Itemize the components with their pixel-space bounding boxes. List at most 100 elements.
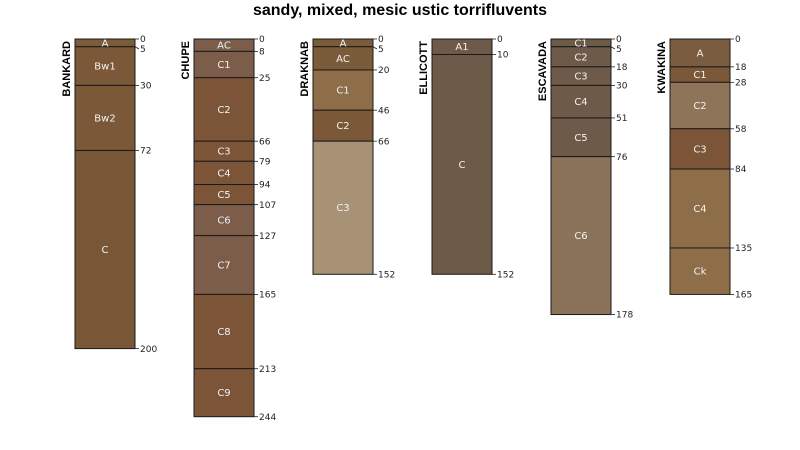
depth-label: 20 bbox=[378, 66, 390, 76]
horizon-label: C1 bbox=[693, 70, 706, 81]
series-name: CHUPE bbox=[180, 41, 192, 80]
horizon-c8 bbox=[193, 293, 255, 370]
depth-label: 94 bbox=[259, 181, 271, 191]
depth-tick bbox=[610, 46, 616, 50]
depth-label: 5 bbox=[616, 45, 622, 55]
horizon-c bbox=[74, 149, 136, 350]
series-name: DRAKNAB bbox=[299, 41, 311, 97]
horizon-label: C3 bbox=[217, 147, 230, 158]
horizon-label: C2 bbox=[336, 121, 349, 132]
depth-label: 244 bbox=[259, 413, 276, 423]
horizon-label: C2 bbox=[693, 101, 706, 112]
series-name: BANKARD bbox=[61, 41, 73, 97]
horizon-label: C4 bbox=[693, 204, 706, 215]
horizon-bw1 bbox=[74, 46, 136, 86]
profile-ellicott: A1 C 0 10 152 ELLICOTT bbox=[418, 35, 514, 280]
depth-label: 0 bbox=[497, 35, 503, 45]
depth-label: 58 bbox=[735, 125, 747, 135]
depth-label: 152 bbox=[378, 270, 395, 280]
depth-label: 0 bbox=[378, 35, 384, 45]
horizon-c2 bbox=[193, 77, 255, 142]
depth-label: 165 bbox=[735, 291, 752, 301]
horizon-label: C3 bbox=[336, 203, 349, 214]
horizon-label: C9 bbox=[217, 388, 230, 399]
horizon-label: C1 bbox=[336, 86, 349, 97]
horizon-label: A bbox=[340, 38, 347, 49]
horizon-c3 bbox=[669, 128, 731, 170]
depth-label: 200 bbox=[140, 345, 157, 355]
depth-label: 30 bbox=[616, 82, 628, 92]
depth-label: 165 bbox=[259, 291, 276, 301]
depth-label: 213 bbox=[259, 365, 276, 375]
depth-label: 5 bbox=[378, 45, 384, 55]
depth-label: 127 bbox=[259, 232, 276, 242]
horizon-label: C5 bbox=[217, 190, 230, 201]
depth-label: 18 bbox=[616, 63, 628, 73]
series-name: ELLICOTT bbox=[418, 41, 430, 95]
profile-escavada: C1 C2 C3 C4 C5 C6 05 18 30 51 76 178 ESCAVADA bbox=[537, 35, 633, 321]
depth-label: 84 bbox=[735, 165, 747, 175]
depth-label: 66 bbox=[378, 137, 390, 147]
depth-label: 72 bbox=[140, 147, 151, 157]
horizon-c1 bbox=[312, 69, 374, 111]
depth-label: 178 bbox=[616, 311, 633, 321]
depth-label: 5 bbox=[140, 45, 146, 55]
depth-label: 0 bbox=[259, 35, 265, 45]
depth-label: 25 bbox=[259, 74, 270, 84]
horizon-c6 bbox=[550, 156, 612, 316]
horizon-c5 bbox=[550, 117, 612, 158]
depth-label: 0 bbox=[735, 35, 741, 45]
profile-kwakina: A C1 C2 C3 C4 Ck 0 18 28 58 84 135 165 KWAKINA bbox=[656, 35, 752, 300]
horizon-label: C6 bbox=[217, 216, 230, 227]
depth-label: 46 bbox=[378, 106, 390, 116]
horizon-c7 bbox=[193, 235, 255, 295]
horizon-c9 bbox=[193, 368, 255, 418]
depth-label: 10 bbox=[497, 51, 509, 61]
depth-label: 30 bbox=[140, 82, 152, 92]
horizon-label: C4 bbox=[217, 168, 230, 179]
horizon-label: A bbox=[102, 38, 109, 49]
horizon-label: Ck bbox=[694, 267, 707, 278]
horizon-label: A1 bbox=[455, 42, 468, 53]
horizon-label: C bbox=[102, 245, 109, 256]
horizon-label: AC bbox=[217, 41, 231, 52]
horizon-a bbox=[669, 38, 731, 68]
horizon-label: C8 bbox=[217, 327, 230, 338]
horizon-label: C2 bbox=[217, 105, 230, 116]
series-name: KWAKINA bbox=[656, 41, 668, 94]
horizon-label: C1 bbox=[217, 60, 230, 71]
profile-bankard: A Bw1 Bw2 C 05 30 72 200 BANKARD bbox=[61, 35, 157, 355]
horizon-label: C1 bbox=[574, 38, 587, 49]
horizon-c1 bbox=[193, 50, 255, 79]
depth-label: 28 bbox=[735, 79, 747, 89]
series-name: ESCAVADA bbox=[537, 41, 549, 101]
horizon-label: C2 bbox=[574, 52, 587, 63]
depth-label: 0 bbox=[616, 35, 622, 45]
horizon-label: Bw2 bbox=[94, 113, 115, 124]
horizon-label: Bw1 bbox=[94, 62, 115, 73]
depth-tick bbox=[134, 46, 140, 50]
depth-label: 76 bbox=[616, 153, 628, 163]
depth-label: 152 bbox=[497, 270, 514, 280]
horizon-label: AC bbox=[336, 54, 350, 65]
depth-label: 18 bbox=[735, 63, 747, 73]
depth-label: 79 bbox=[259, 157, 271, 167]
horizon-c2 bbox=[312, 109, 374, 142]
horizon-c4 bbox=[669, 168, 731, 249]
depth-label: 135 bbox=[735, 244, 752, 254]
depth-tick bbox=[372, 46, 378, 50]
depth-label: 107 bbox=[259, 201, 276, 211]
depth-label: 66 bbox=[259, 137, 271, 147]
horizon-c3 bbox=[312, 140, 374, 275]
horizon-label: C7 bbox=[217, 261, 230, 272]
horizon-ck bbox=[669, 247, 731, 295]
chart-title: sandy, mixed, mesic ustic torrifluvents bbox=[252, 2, 548, 19]
horizon-label: C6 bbox=[574, 231, 587, 242]
horizon-c bbox=[431, 53, 493, 275]
depth-label: 51 bbox=[616, 114, 627, 124]
profile-draknab: A AC C1 C2 C3 05 20 46 66 152 DRAKNAB bbox=[299, 35, 395, 280]
horizon-label: C3 bbox=[574, 72, 587, 83]
horizon-c4 bbox=[550, 84, 612, 119]
